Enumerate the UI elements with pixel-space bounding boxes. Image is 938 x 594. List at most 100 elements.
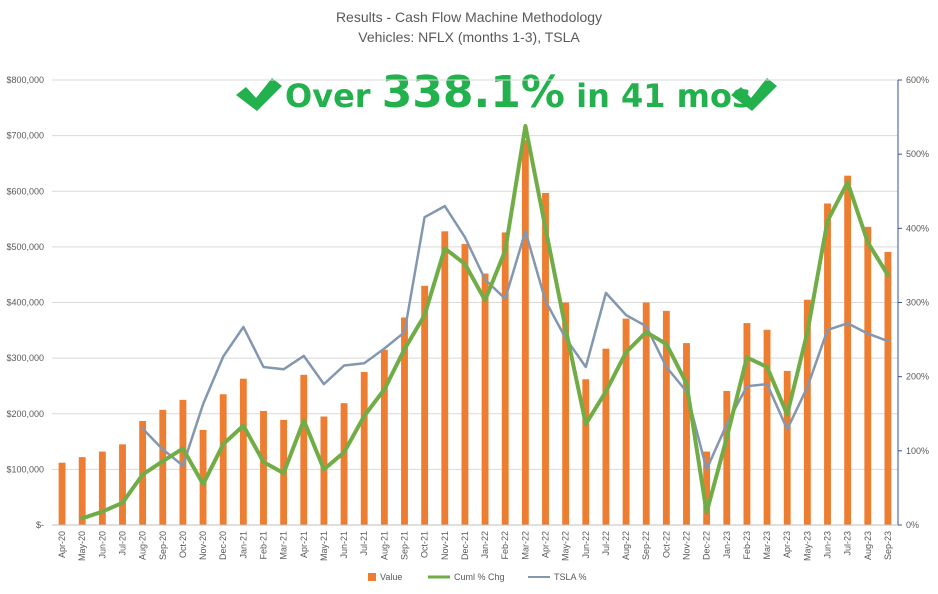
x-tick-label: May-20 (77, 531, 87, 561)
x-tick-label: Nov-20 (198, 531, 208, 560)
x-tick-label: Jul-22 (601, 531, 611, 556)
bar (119, 444, 126, 525)
bar (219, 394, 227, 525)
chart-title: Results - Cash Flow Machine Methodology (336, 9, 602, 25)
bar (783, 370, 791, 525)
x-tick-label: May-23 (802, 531, 812, 561)
x-tick-label: Jul-20 (118, 531, 128, 556)
x-tick-label: Mar-23 (762, 531, 772, 560)
legend-label: Value (380, 572, 402, 582)
bar (199, 429, 207, 525)
x-tick-label: Dec-22 (702, 531, 712, 560)
checkmark-icon (236, 78, 282, 111)
legend: Value Cuml % Chg TSLA % (368, 572, 587, 582)
left-tick-label: $800,000 (6, 75, 44, 85)
x-tick-label: Dec-21 (460, 531, 470, 560)
right-axis: 0% 100% 200% 300% 400% 500% 600% (897, 75, 929, 530)
bar (401, 317, 408, 525)
bar (421, 285, 429, 525)
bar (642, 302, 650, 525)
lines (80, 124, 890, 521)
left-tick-label: $600,000 (6, 186, 44, 196)
x-tick-label: Aug-21 (379, 531, 389, 560)
x-tick-label: Feb-23 (742, 531, 752, 560)
legend-label: Cuml % Chg (454, 572, 505, 582)
legend-label: TSLA % (554, 572, 587, 582)
checkmark-icon (731, 78, 777, 111)
x-tick-label: Apr-20 (57, 531, 67, 558)
legend-swatch (368, 573, 376, 581)
banner-value: 338.1% (382, 67, 565, 118)
x-tick-label: Oct-22 (661, 531, 671, 558)
right-tick-label: 200% (906, 372, 929, 382)
left-tick-label: $200,000 (6, 409, 44, 419)
x-tick-label: Jan-23 (722, 531, 732, 559)
bar (159, 409, 167, 525)
left-axis: $- $100,000 $200,000 $300,000 $400,000 $500,0… (6, 75, 44, 530)
x-tick-label: Jul-21 (359, 531, 369, 556)
x-tick-label: Apr-23 (782, 531, 792, 558)
bar (78, 457, 86, 525)
x-tick-label: Feb-21 (259, 531, 269, 560)
bar (884, 251, 892, 525)
x-tick-label: Dec-20 (218, 531, 228, 560)
x-tick-label: Sep-20 (158, 531, 168, 560)
x-axis: Apr-20 May-20 Jun-20 Jul-20 Aug-20 Sep-20 Oct-… (52, 524, 898, 561)
bar (542, 192, 549, 525)
x-tick-label: Sep-21 (400, 531, 410, 560)
x-tick-label: Jun-20 (97, 531, 107, 559)
bar (562, 302, 570, 525)
x-tick-label: Oct-20 (178, 531, 188, 558)
bar (380, 349, 388, 525)
right-tick-label: 400% (906, 223, 929, 233)
bar (441, 231, 449, 526)
x-tick-label: Jun-22 (581, 531, 591, 559)
x-tick-label: Aug-22 (621, 531, 631, 560)
bar (300, 374, 308, 525)
x-tick-label: Jul-23 (843, 531, 853, 556)
bar (58, 462, 66, 525)
series-line (80, 124, 890, 521)
gridlines (52, 79, 898, 526)
left-tick-label: $500,000 (6, 242, 44, 252)
x-tick-label: Feb-22 (500, 531, 510, 560)
x-tick-label: Nov-22 (682, 531, 692, 560)
bar (844, 175, 852, 526)
bar (723, 390, 731, 525)
chart-subtitle: Vehicles: NFLX (months 1-3), TSLA (358, 29, 580, 45)
bar (683, 343, 690, 525)
x-tick-label: May-21 (319, 531, 329, 561)
x-tick-label: Jan-22 (480, 531, 490, 559)
bar (622, 318, 630, 525)
banner-suffix: in 41 mos (565, 77, 751, 115)
bar (521, 140, 529, 525)
x-tick-label: Jun-23 (823, 531, 833, 559)
banner-prefix: Over (285, 77, 382, 115)
x-tick-label: Aug-20 (138, 531, 148, 560)
x-tick-label: Sep-23 (883, 531, 893, 560)
x-tick-label: Jan-21 (238, 531, 248, 559)
right-tick-label: 300% (906, 298, 929, 308)
bar (864, 226, 872, 525)
right-tick-label: 0% (906, 520, 919, 530)
x-tick-label: Aug-23 (863, 531, 873, 560)
bar (824, 203, 831, 526)
bar (481, 273, 489, 525)
left-tick-label: $100,000 (6, 464, 44, 474)
x-tick-label: Oct-21 (420, 531, 430, 558)
series-line (141, 204, 890, 471)
bar (360, 372, 368, 525)
bar (763, 329, 771, 525)
bar (703, 451, 711, 525)
x-tick-label: Apr-21 (299, 531, 309, 558)
bar (743, 323, 751, 525)
x-tick-label: Apr-22 (541, 531, 551, 558)
left-tick-label: $400,000 (6, 298, 44, 308)
bar (340, 403, 348, 525)
left-tick-label: $700,000 (6, 131, 44, 141)
left-tick-label: $- (36, 520, 44, 530)
bar (662, 310, 670, 525)
x-tick-label: Mar-21 (279, 531, 289, 560)
banner: Over 338.1% in 41 mos (236, 67, 777, 118)
